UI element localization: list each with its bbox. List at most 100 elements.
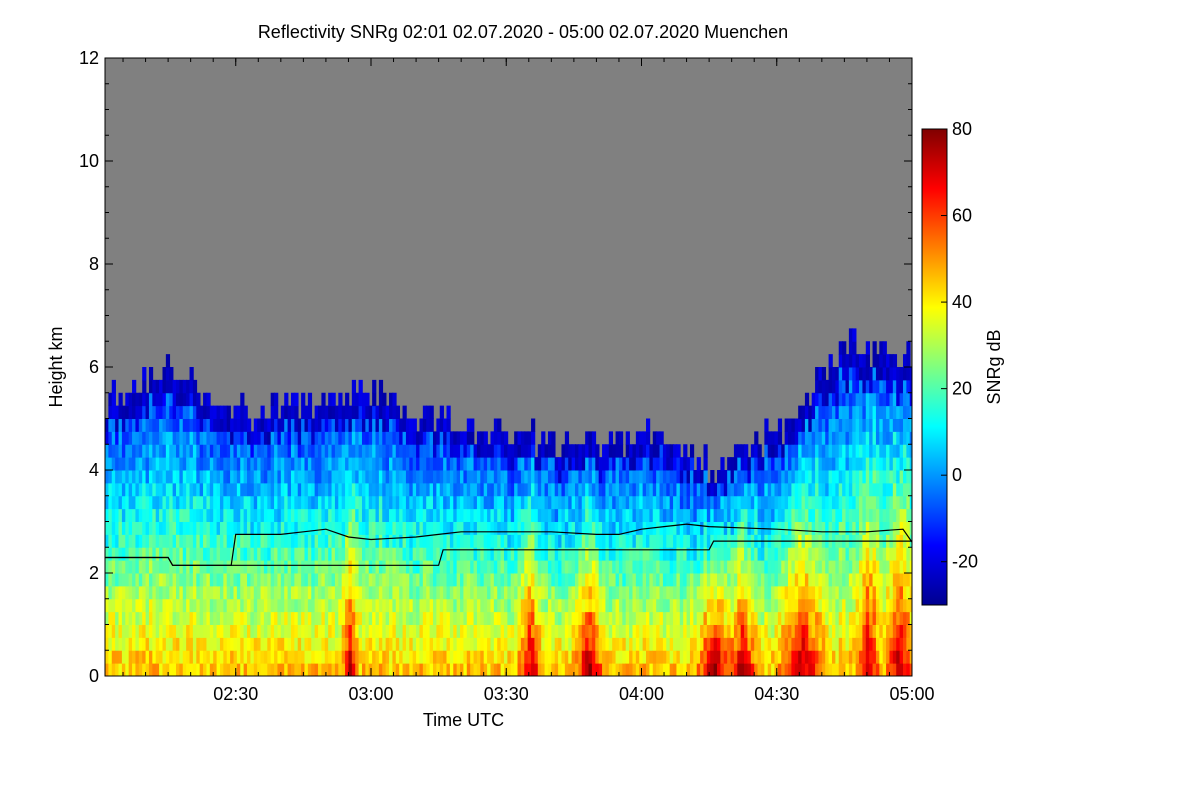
heatmap-cell — [514, 470, 519, 484]
heatmap-cell — [111, 457, 116, 471]
heatmap-cell — [842, 560, 847, 574]
heatmap-cell — [206, 624, 211, 638]
heatmap-cell — [192, 547, 198, 561]
heatmap-cell — [368, 482, 373, 497]
heatmap-cell — [652, 495, 657, 510]
heatmap-cell — [456, 585, 461, 600]
heatmap-cell — [713, 508, 718, 522]
heatmap-cell — [740, 560, 745, 574]
heatmap-cell — [449, 598, 455, 613]
heatmap-cell — [426, 457, 431, 471]
heatmap-cell — [189, 585, 194, 600]
heatmap-cell — [351, 637, 357, 651]
heatmap-cell — [605, 560, 610, 574]
heatmap-cell — [314, 663, 319, 676]
heatmap-cell — [463, 573, 468, 587]
heatmap-cell — [182, 598, 187, 613]
heatmap-cell — [307, 444, 313, 458]
heatmap-cell — [571, 508, 576, 522]
x-tick-label: 02:30 — [213, 684, 258, 704]
heatmap-cell — [808, 405, 813, 419]
heatmap-cell — [642, 637, 647, 651]
heatmap-cell — [831, 418, 837, 432]
heatmap-cell — [186, 379, 191, 394]
heatmap-cell — [280, 650, 286, 664]
heatmap-cell — [544, 444, 549, 458]
heatmap-cell — [909, 624, 912, 638]
heatmap-cell — [172, 650, 177, 664]
heatmap-cell — [338, 663, 343, 676]
heatmap-cell — [392, 560, 397, 574]
heatmap-cell — [683, 624, 688, 638]
heatmap-cell — [402, 405, 407, 419]
heatmap-cell — [760, 547, 766, 561]
heatmap-cell — [896, 624, 901, 638]
heatmap-cell — [531, 521, 536, 535]
heatmap-cell — [788, 611, 793, 625]
heatmap-cell — [635, 585, 641, 600]
heatmap-cell — [740, 470, 745, 484]
heatmap-cell — [754, 598, 759, 613]
heatmap-cell — [740, 444, 745, 458]
heatmap-cell — [693, 470, 698, 484]
heatmap-cell — [882, 495, 887, 510]
heatmap-cell — [815, 367, 820, 381]
heatmap-cell — [764, 637, 769, 651]
heatmap-cell — [737, 598, 742, 613]
heatmap-cell — [142, 431, 147, 445]
heatmap-cell — [395, 495, 400, 510]
heatmap-cell — [206, 405, 211, 419]
heatmap-cell — [189, 534, 194, 548]
heatmap-cell — [179, 405, 184, 419]
heatmap-cell — [487, 624, 492, 638]
heatmap-cell — [263, 663, 269, 676]
heatmap-cell — [412, 624, 417, 638]
heatmap-cell — [612, 560, 617, 574]
heatmap-cell — [902, 508, 908, 522]
heatmap-cell — [629, 560, 634, 574]
heatmap-cell — [869, 547, 874, 561]
heatmap-cell — [578, 573, 583, 587]
heatmap-cell — [585, 637, 590, 651]
heatmap-cell — [223, 534, 228, 548]
heatmap-cell — [453, 573, 458, 587]
heatmap-cell — [186, 444, 191, 458]
heatmap-cell — [334, 611, 340, 625]
heatmap-cell — [263, 547, 269, 561]
heatmap-cell — [581, 495, 586, 510]
heatmap-cell — [798, 418, 803, 432]
heatmap-cell — [835, 379, 840, 394]
heatmap-cell — [216, 573, 221, 587]
heatmap-cell — [165, 598, 171, 613]
heatmap-cell — [754, 573, 759, 587]
heatmap-cell — [358, 444, 363, 458]
heatmap-cell — [835, 547, 840, 561]
heatmap-cell — [835, 470, 840, 484]
heatmap-cell — [142, 508, 147, 522]
heatmap-cell — [872, 405, 877, 419]
heatmap-cell — [869, 392, 874, 407]
heatmap-cell — [179, 650, 184, 664]
heatmap-cell — [490, 598, 495, 613]
heatmap-cell — [432, 547, 438, 561]
heatmap-cell — [490, 431, 495, 445]
heatmap-cell — [541, 624, 546, 638]
heatmap-cell — [466, 573, 471, 587]
heatmap-cell — [226, 495, 231, 510]
heatmap-cell — [382, 573, 387, 587]
heatmap-cell — [392, 495, 397, 510]
heatmap-cell — [115, 431, 120, 445]
heatmap-cell — [301, 624, 306, 638]
heatmap-cell — [899, 650, 904, 664]
heatmap-cell — [263, 534, 269, 548]
heatmap-cell — [416, 560, 421, 574]
heatmap-cell — [328, 508, 333, 522]
heatmap-cell — [574, 534, 580, 548]
heatmap-cell — [121, 521, 127, 535]
heatmap-cell — [257, 444, 262, 458]
heatmap-cell — [368, 547, 373, 561]
heatmap-cell — [372, 508, 377, 522]
heatmap-cell — [439, 560, 444, 574]
heatmap-cell — [165, 482, 171, 497]
heatmap-cell — [615, 444, 620, 458]
